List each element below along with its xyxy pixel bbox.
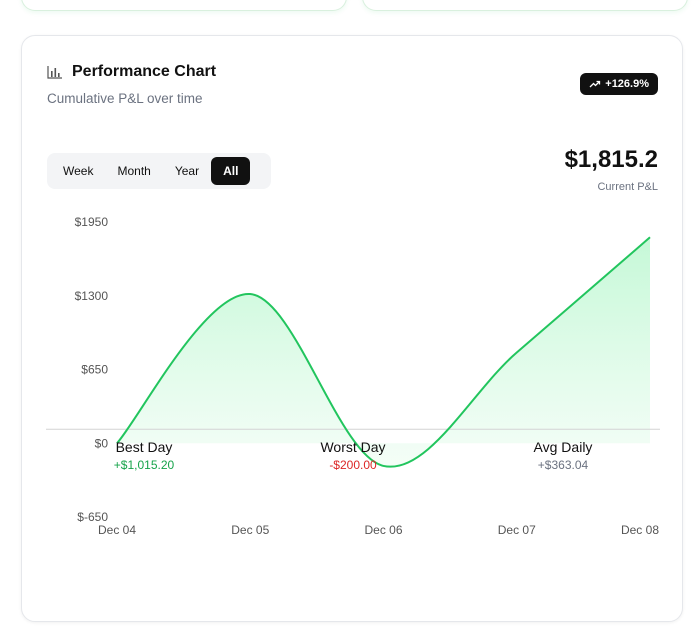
current-pnl-label: Current P&L	[597, 181, 658, 193]
y-tick-label: $650	[81, 363, 108, 377]
stat-worst-day: Worst Day -$200.00	[303, 439, 403, 472]
tab-all[interactable]: All	[211, 157, 251, 185]
stat-worst-day-label: Worst Day	[320, 439, 386, 455]
stat-best-day: Best Day +$1,015.20	[99, 439, 189, 472]
y-tick-label: $1950	[75, 215, 109, 229]
y-tick-label: $-650	[77, 510, 108, 524]
change-badge: +126.9%	[580, 73, 658, 95]
stat-avg-daily-label: Avg Daily	[533, 439, 593, 455]
range-tabs: Week Month Year All	[47, 153, 271, 189]
title-row: Performance Chart	[47, 63, 216, 81]
stat-worst-day-value: -$200.00	[329, 458, 377, 472]
top-card-right	[362, 0, 688, 11]
stat-best-day-value: +$1,015.20	[113, 458, 175, 472]
x-tick-label: Dec 06	[364, 523, 402, 537]
x-tick-label: Dec 07	[498, 523, 536, 537]
pnl-area	[117, 237, 650, 467]
change-badge-text: +126.9%	[605, 78, 649, 90]
stat-avg-daily: Avg Daily +$363.04	[513, 439, 613, 472]
page-subtitle: Cumulative P&L over time	[47, 91, 203, 106]
page-title: Performance Chart	[72, 63, 217, 80]
top-card-left	[21, 0, 347, 11]
stat-avg-daily-value: +$363.04	[537, 458, 589, 472]
stat-best-day-label: Best Day	[115, 439, 173, 455]
bar-chart-icon	[47, 66, 62, 79]
tab-year[interactable]: Year	[174, 164, 200, 178]
x-tick-label: Dec 05	[231, 523, 269, 537]
pnl-line	[116, 236, 651, 468]
y-tick-label: $1300	[75, 289, 109, 303]
performance-card: Performance Chart Cumulative P&L over ti…	[21, 35, 683, 622]
x-tick-label: Dec 04	[98, 523, 136, 537]
pnl-chart: $1950 $1300 $650 $0 $-650 Dec 04 Dec 05 Dec 06…	[46, 215, 660, 537]
y-tick-label: $0	[95, 436, 109, 450]
tab-week[interactable]: Week	[63, 164, 94, 178]
tab-month[interactable]: Month	[117, 164, 151, 178]
trending-up-icon	[589, 80, 601, 88]
current-pnl-value: $1,815.2	[564, 146, 658, 173]
x-tick-label: Dec 08	[621, 523, 659, 537]
